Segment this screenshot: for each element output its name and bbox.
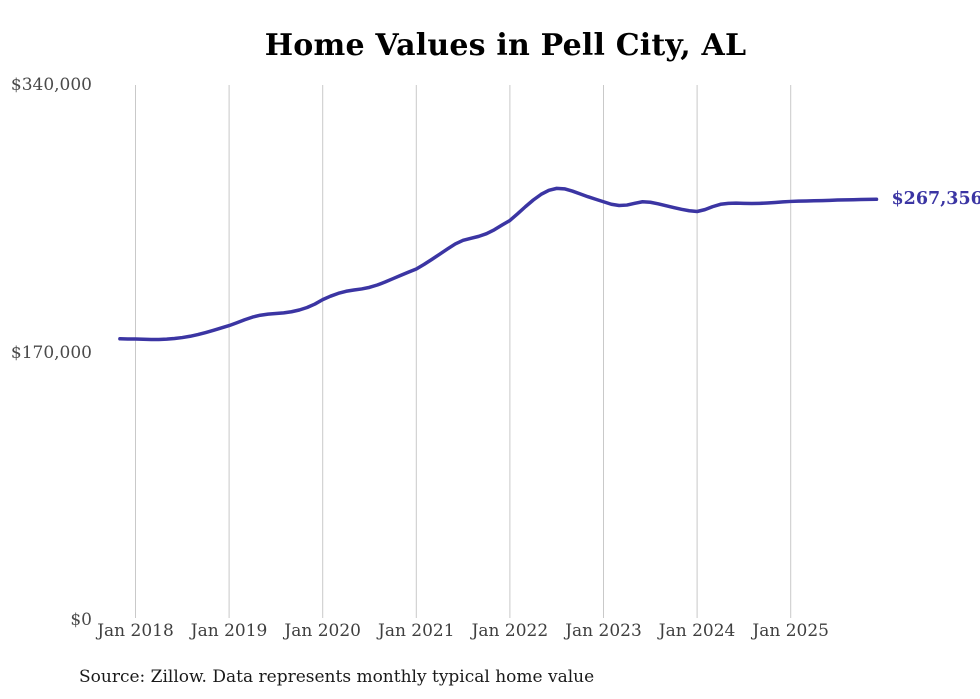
x-axis-tick-label: Jan 2022 [471,621,549,641]
x-axis-tick-label: Jan 2018 [97,621,174,641]
x-axis-tick-label: Jan 2021 [378,621,455,641]
x-axis-tick-label: Jan 2023 [565,621,642,641]
y-axis-tick-label: $170,000 [10,342,92,363]
chart-title: Home Values in Pell City, AL [264,28,747,63]
x-axis-tick-label: Jan 2024 [658,621,736,641]
y-axis-tick-label: $340,000 [10,75,92,95]
x-axis-tick-label: Jan 2020 [284,621,361,641]
latest-value-label: $267,356 [891,189,980,210]
y-axis-tick-label: $0 [70,610,92,630]
source-note: Source: Zillow. Data represents monthly … [79,667,595,687]
x-axis-tick-label: Jan 2025 [752,621,829,641]
home-value-line [118,186,879,342]
x-axis-tick-label: Jan 2019 [190,621,268,641]
